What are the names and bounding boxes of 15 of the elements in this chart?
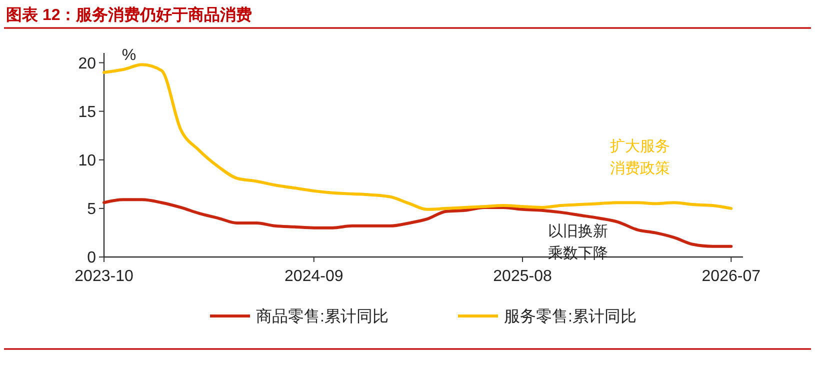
y-tick-label: 15 (78, 104, 96, 121)
line-series (102, 63, 733, 211)
y-tick-label: 10 (78, 152, 96, 170)
legend-label: 商品零售:累计同比 (256, 308, 388, 326)
y-tick-label: 5 (87, 201, 96, 218)
x-tick-label: 2026-07 (702, 268, 761, 285)
annotation: 扩大服务消费政策 (610, 138, 670, 177)
x-tick-label: 2024-09 (284, 268, 344, 285)
y-axis-title: % (122, 47, 136, 64)
chart-title: 图表 12：服务消费仍好于商品消费 (6, 6, 252, 24)
x-tick-label: 2025-08 (493, 268, 552, 285)
y-tick-label: 0 (87, 250, 96, 267)
x-tick-label: 2023-10 (74, 268, 134, 285)
y-tick-label: 20 (78, 55, 96, 72)
legend-label: 服务零售:累计同比 (504, 308, 636, 326)
